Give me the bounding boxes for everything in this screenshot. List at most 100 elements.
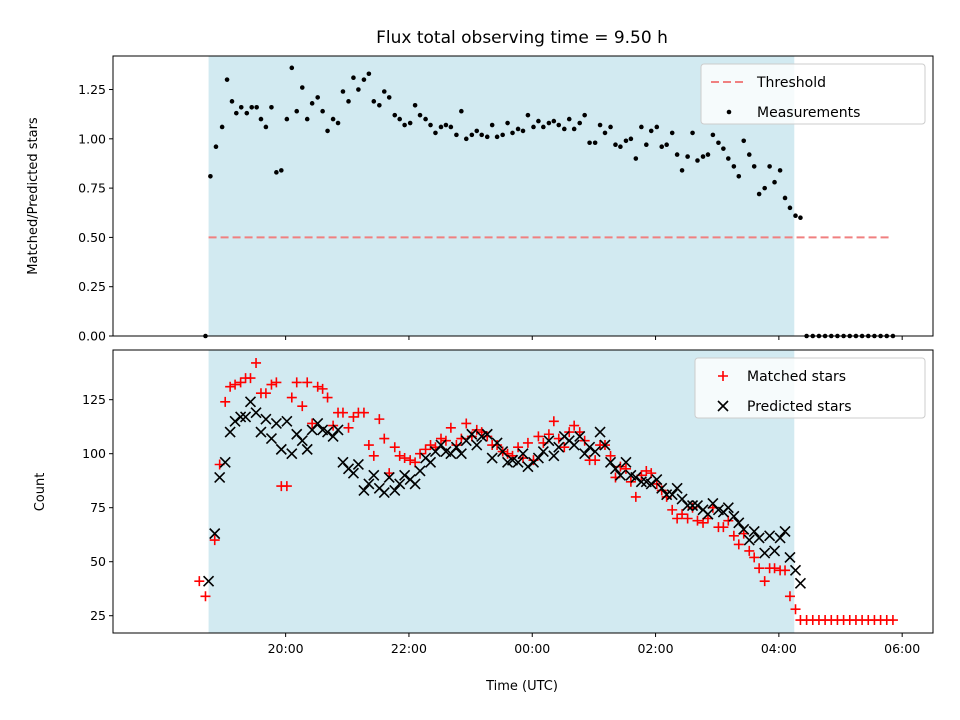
y-tick-label: 25 xyxy=(90,608,106,623)
data-point xyxy=(361,77,367,82)
axes-frame xyxy=(112,349,934,634)
data-point xyxy=(756,191,762,197)
data-point xyxy=(286,392,297,403)
data-point xyxy=(214,471,226,484)
data-point xyxy=(263,124,269,130)
data-point xyxy=(587,140,592,146)
data-point xyxy=(423,116,428,122)
data-point xyxy=(307,418,318,429)
data-point xyxy=(397,116,402,122)
data-point xyxy=(343,422,354,433)
data-point xyxy=(749,552,760,563)
data-point xyxy=(486,452,498,464)
data-point xyxy=(245,373,256,384)
data-point xyxy=(244,110,250,116)
data-point xyxy=(671,482,683,494)
data-point xyxy=(556,122,562,128)
data-point xyxy=(299,85,305,90)
data-point xyxy=(594,426,606,438)
data-point xyxy=(200,591,211,602)
data-point xyxy=(651,474,663,486)
data-point xyxy=(571,126,577,132)
data-point xyxy=(371,99,377,104)
data-point xyxy=(772,179,777,185)
data-point xyxy=(672,513,683,524)
data-point xyxy=(533,431,544,442)
data-point xyxy=(522,437,533,448)
data-point xyxy=(695,158,700,163)
data-point xyxy=(271,377,282,388)
x-tick-label: 06:00 xyxy=(884,641,920,656)
data-point xyxy=(767,164,772,169)
data-point xyxy=(481,428,493,440)
data-point xyxy=(579,448,591,460)
observing-span xyxy=(208,56,795,336)
data-point xyxy=(774,532,786,544)
data-point xyxy=(500,132,505,138)
data-point xyxy=(780,565,791,576)
chart-title: Flux total observing time = 9.50 h xyxy=(376,28,668,48)
x-tick-label: 22:00 xyxy=(391,641,427,656)
data-point xyxy=(566,116,572,122)
data-point xyxy=(374,414,385,425)
data-point xyxy=(520,128,526,134)
data-point xyxy=(532,452,544,464)
data-point xyxy=(251,357,262,368)
data-point xyxy=(332,424,344,436)
data-point xyxy=(768,545,781,557)
data-point xyxy=(608,124,613,130)
data-point xyxy=(220,396,231,407)
data-point xyxy=(741,138,747,144)
data-point xyxy=(659,144,665,150)
data-point xyxy=(482,431,493,442)
data-point xyxy=(274,170,279,175)
data-point xyxy=(679,168,685,173)
data-point xyxy=(436,433,446,444)
data-point xyxy=(366,71,372,77)
data-point xyxy=(358,484,370,496)
data-point xyxy=(368,450,379,461)
data-point xyxy=(759,576,770,587)
data-point xyxy=(219,456,231,468)
data-point xyxy=(512,456,524,468)
data-point xyxy=(275,443,287,455)
data-point xyxy=(448,124,454,130)
data-point xyxy=(234,110,239,116)
data-point xyxy=(455,448,467,460)
data-point xyxy=(790,604,801,615)
data-point xyxy=(710,132,716,138)
data-point xyxy=(294,108,300,114)
data-point xyxy=(497,445,509,458)
data-point xyxy=(438,124,444,130)
data-point xyxy=(553,441,565,453)
data-point xyxy=(358,407,369,418)
data-point xyxy=(718,522,729,533)
data-point xyxy=(648,128,654,134)
data-point xyxy=(266,379,277,390)
axes-frame xyxy=(112,55,934,337)
data-point xyxy=(613,142,618,148)
data-point xyxy=(731,164,737,169)
data-point xyxy=(224,426,236,438)
data-point xyxy=(599,439,611,451)
y-tick-label: 1.00 xyxy=(78,131,106,146)
data-point xyxy=(213,144,219,150)
data-point xyxy=(728,510,740,522)
data-point xyxy=(235,377,246,388)
data-point xyxy=(682,499,694,512)
data-point xyxy=(260,388,271,399)
data-point xyxy=(312,417,324,430)
data-point xyxy=(726,156,731,161)
data-point xyxy=(356,87,361,92)
data-point xyxy=(744,545,755,556)
data-point xyxy=(543,435,555,447)
data-point xyxy=(238,104,244,110)
data-point xyxy=(315,95,320,100)
data-point xyxy=(505,120,510,126)
data-point xyxy=(363,478,375,490)
data-point xyxy=(559,442,570,453)
data-point xyxy=(722,502,734,514)
data-point xyxy=(779,525,791,538)
data-point xyxy=(428,122,433,128)
